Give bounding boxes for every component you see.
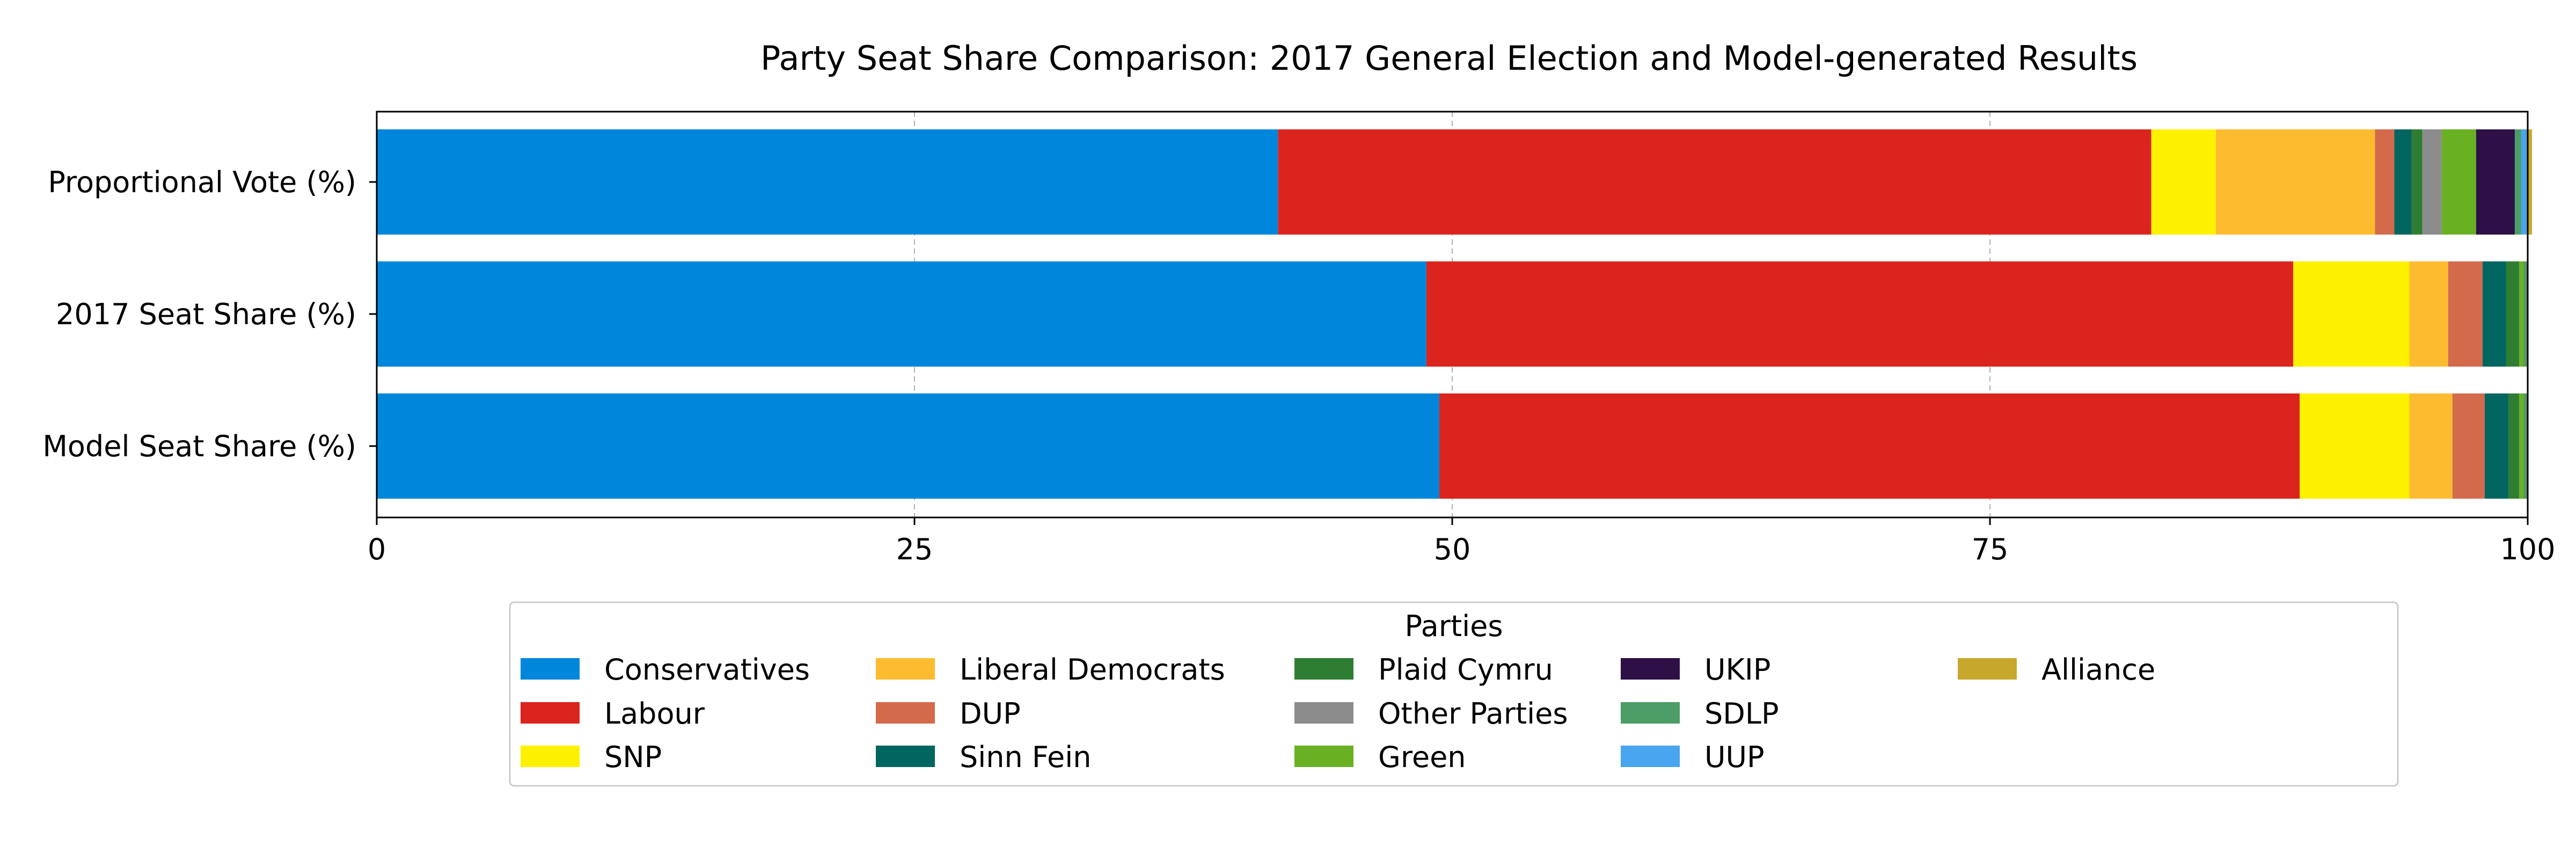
legend-swatch bbox=[1621, 658, 1680, 680]
bar-segment-liberal-democrats bbox=[2215, 129, 2375, 235]
bar-segment-sinn-fein bbox=[2482, 261, 2506, 367]
bar-segment-sinn-fein bbox=[2394, 129, 2412, 235]
bar-segment-green bbox=[2519, 393, 2523, 499]
legend-label: Green bbox=[1378, 740, 1466, 774]
legend-title: Parties bbox=[1405, 609, 1503, 643]
y-tick-label: 2017 Seat Share (%) bbox=[56, 297, 356, 331]
bar-segment-dup bbox=[2452, 393, 2485, 499]
chart-title: Party Seat Share Comparison: 2017 Genera… bbox=[760, 39, 2138, 78]
legend-label: Sinn Fein bbox=[960, 740, 1091, 774]
legend-label: SNP bbox=[604, 740, 662, 774]
legend-label: Liberal Democrats bbox=[960, 653, 1225, 687]
legend-swatch bbox=[1294, 658, 1353, 680]
bar-segment-sinn-fein bbox=[2484, 393, 2508, 499]
bar-segment-dup bbox=[2448, 261, 2483, 367]
legend-label: Plaid Cymru bbox=[1378, 653, 1553, 687]
legend-label: Conservatives bbox=[604, 653, 810, 687]
bar-segment-labour bbox=[1426, 261, 2294, 367]
bars bbox=[377, 129, 2533, 499]
legend-swatch bbox=[1958, 658, 2017, 680]
legend-label: DUP bbox=[960, 697, 1021, 731]
bar-segment-green bbox=[2441, 129, 2476, 235]
bar-segment-sdlp bbox=[2523, 393, 2528, 499]
legend-swatch bbox=[521, 746, 580, 767]
legend-swatch bbox=[1294, 702, 1353, 724]
bar-segment-plaid-cymru bbox=[2506, 261, 2519, 367]
bar-segment-snp bbox=[2293, 261, 2410, 367]
bar-segment-snp bbox=[2151, 129, 2216, 235]
legend-swatch bbox=[876, 658, 935, 680]
legend-swatch bbox=[1621, 702, 1680, 724]
bar-segment-uup bbox=[2521, 129, 2528, 235]
legend-label: SDLP bbox=[1704, 697, 1779, 731]
legend-label: Labour bbox=[604, 697, 705, 731]
x-tick-label: 0 bbox=[368, 532, 386, 566]
bar-segment-plaid-cymru bbox=[2411, 129, 2423, 235]
x-tick-label: 25 bbox=[896, 532, 933, 566]
x-tick-label: 75 bbox=[1972, 532, 2009, 566]
bar-segment-labour bbox=[1278, 129, 2151, 235]
legend-frame bbox=[509, 601, 2399, 787]
legend-items: Conservatives Labour SNP Liberal Democrats D… bbox=[521, 653, 2155, 774]
bar-segment-other-parties bbox=[2422, 129, 2442, 235]
bar-segment-conservatives bbox=[377, 261, 1426, 367]
legend: Parties Conservatives Labour SNP Liberal De… bbox=[509, 601, 2399, 787]
bar-segment-green bbox=[2519, 261, 2523, 367]
legend-swatch bbox=[521, 658, 580, 680]
bar-segment-snp bbox=[2300, 393, 2410, 499]
bar-segment-dup bbox=[2375, 129, 2395, 235]
bar-segment-liberal-democrats bbox=[2409, 261, 2448, 367]
bar-segment-sdlp bbox=[2523, 261, 2528, 367]
legend-swatch bbox=[876, 746, 935, 767]
y-axis: Proportional Vote (%) 2017 Seat Share (%)… bbox=[42, 165, 377, 463]
y-tick-label: Proportional Vote (%) bbox=[48, 165, 356, 199]
bar-segment-conservatives bbox=[377, 129, 1278, 235]
bar-segment-sdlp bbox=[2514, 129, 2521, 235]
x-tick-label: 100 bbox=[2500, 532, 2555, 566]
legend-swatch bbox=[876, 702, 935, 724]
legend-swatch bbox=[1621, 746, 1680, 767]
bar-segment-alliance bbox=[2528, 129, 2533, 235]
bar-segment-plaid-cymru bbox=[2508, 393, 2519, 499]
y-tick-label: Model Seat Share (%) bbox=[42, 429, 356, 463]
bar-segment-labour bbox=[1439, 393, 2300, 499]
bar-segment-ukip bbox=[2476, 129, 2515, 235]
legend-swatch bbox=[521, 702, 580, 724]
legend-label: UUP bbox=[1704, 740, 1765, 774]
legend-swatch bbox=[1294, 746, 1353, 767]
x-axis: 0 25 50 75 100 bbox=[368, 517, 2556, 566]
bar-segment-liberal-democrats bbox=[2409, 393, 2453, 499]
x-tick-label: 50 bbox=[1434, 532, 1471, 566]
legend-label: Alliance bbox=[2041, 653, 2155, 687]
legend-label: Other Parties bbox=[1378, 697, 1568, 731]
bar-segment-conservatives bbox=[377, 393, 1439, 499]
legend-label: UKIP bbox=[1704, 653, 1770, 687]
